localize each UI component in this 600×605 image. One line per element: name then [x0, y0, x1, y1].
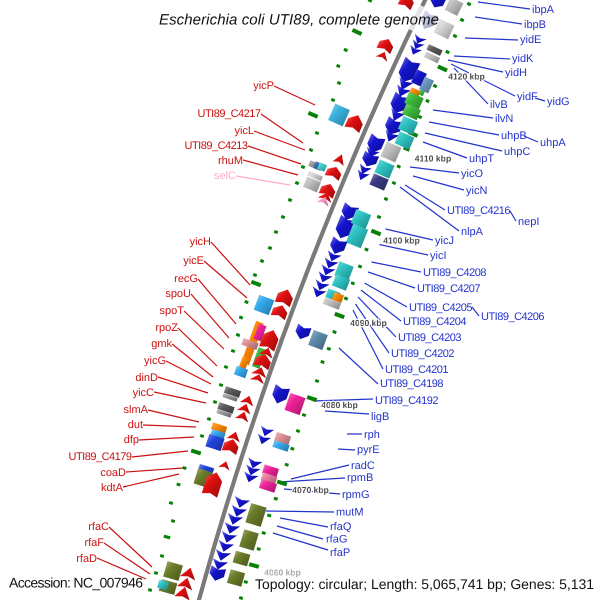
svg-text:4080 kbp: 4080 kbp — [321, 400, 358, 410]
svg-text:uhpB: uhpB — [501, 130, 527, 142]
svg-text:UTI89_C4205: UTI89_C4205 — [409, 302, 473, 314]
svg-text:4110 kbp: 4110 kbp — [415, 154, 452, 164]
svg-text:UTI89_C4198: UTI89_C4198 — [380, 378, 444, 390]
svg-text:rfaD: rfaD — [76, 553, 97, 565]
svg-text:uhpT: uhpT — [469, 153, 494, 165]
svg-text:yicG: yicG — [144, 355, 166, 367]
svg-text:UTI89_C4201: UTI89_C4201 — [385, 364, 449, 376]
svg-text:UTI89_C4217: UTI89_C4217 — [198, 108, 262, 120]
svg-text:coaD: coaD — [100, 467, 126, 479]
svg-text:ibpB: ibpB — [524, 19, 546, 31]
svg-text:dut: dut — [128, 419, 143, 431]
svg-text:UTI89_C4208: UTI89_C4208 — [423, 267, 487, 279]
svg-text:nlpA: nlpA — [461, 226, 484, 238]
svg-text:recG: recG — [174, 273, 198, 285]
svg-text:yicL: yicL — [234, 125, 254, 137]
svg-text:UTI89_C4202: UTI89_C4202 — [391, 348, 455, 360]
svg-text:dfp: dfp — [124, 434, 139, 446]
svg-text:UTI89_C4213: UTI89_C4213 — [185, 140, 249, 152]
svg-text:yicC: yicC — [133, 387, 154, 399]
svg-text:rpmB: rpmB — [347, 472, 373, 484]
svg-text:rpmG: rpmG — [342, 489, 370, 501]
svg-text:yidE: yidE — [520, 34, 541, 46]
svg-text:gmk: gmk — [151, 338, 172, 350]
svg-text:selC: selC — [214, 170, 236, 182]
svg-text:yicN: yicN — [466, 185, 487, 197]
svg-text:Topology: circular; Length: 5,: Topology: circular; Length: 5,065,741 bp… — [255, 576, 594, 592]
svg-text:spoU: spoU — [165, 288, 191, 300]
svg-text:yidG: yidG — [547, 96, 570, 108]
svg-text:rfaP: rfaP — [330, 547, 350, 559]
svg-text:rph: rph — [364, 429, 380, 441]
svg-text:rfaC: rfaC — [88, 521, 109, 533]
svg-text:ligB: ligB — [371, 411, 389, 423]
svg-text:UTI89_C4216: UTI89_C4216 — [447, 205, 511, 217]
svg-text:yicI: yicI — [430, 250, 447, 262]
svg-text:spoT: spoT — [160, 305, 185, 317]
svg-text:4100 kbp: 4100 kbp — [383, 236, 420, 246]
svg-text:rhuM: rhuM — [218, 155, 243, 167]
svg-text:yicH: yicH — [190, 236, 211, 248]
svg-text:4120 kbp: 4120 kbp — [448, 72, 485, 82]
svg-text:mutM: mutM — [336, 507, 364, 519]
svg-text:uhpC: uhpC — [504, 146, 530, 158]
svg-text:slmA: slmA — [124, 404, 149, 416]
svg-text:kdtA: kdtA — [101, 482, 124, 494]
svg-text:Escherichia coli UTI89, comple: Escherichia coli UTI89, complete genome — [159, 12, 439, 29]
svg-text:yicP: yicP — [253, 80, 274, 92]
svg-text:nepI: nepI — [518, 216, 539, 228]
svg-text:4090 kbp: 4090 kbp — [350, 318, 387, 328]
svg-text:rfaG: rfaG — [326, 534, 347, 546]
svg-text:UTI89_C4203: UTI89_C4203 — [398, 332, 462, 344]
svg-text:Accession: NC_007946: Accession: NC_007946 — [9, 575, 143, 591]
svg-text:ilvB: ilvB — [490, 99, 508, 111]
svg-text:yidF: yidF — [517, 91, 538, 103]
svg-text:radC: radC — [351, 460, 375, 472]
svg-text:pyrE: pyrE — [357, 444, 380, 456]
svg-text:UTI89_C4206: UTI89_C4206 — [481, 311, 545, 323]
svg-text:4070 kbp: 4070 kbp — [292, 485, 329, 495]
svg-text:yicE: yicE — [183, 255, 204, 267]
svg-text:4060 kbp: 4060 kbp — [264, 568, 301, 578]
svg-text:UTI89_C4179: UTI89_C4179 — [69, 451, 133, 463]
svg-text:yidH: yidH — [505, 67, 527, 79]
svg-text:yicO: yicO — [461, 168, 483, 180]
svg-text:yidK: yidK — [512, 53, 534, 65]
svg-text:dinD: dinD — [135, 372, 158, 384]
svg-text:UTI89_C4192: UTI89_C4192 — [375, 395, 439, 407]
svg-text:uhpA: uhpA — [540, 137, 566, 149]
svg-text:UTI89_C4207: UTI89_C4207 — [417, 283, 481, 295]
svg-text:rfaF: rfaF — [84, 537, 104, 549]
svg-text:yicJ: yicJ — [435, 235, 454, 247]
svg-text:rfaQ: rfaQ — [330, 521, 352, 533]
svg-text:rpoZ: rpoZ — [155, 322, 178, 334]
svg-text:ilvN: ilvN — [495, 113, 513, 125]
svg-text:ibpA: ibpA — [532, 4, 555, 16]
svg-text:UTI89_C4204: UTI89_C4204 — [403, 316, 467, 328]
